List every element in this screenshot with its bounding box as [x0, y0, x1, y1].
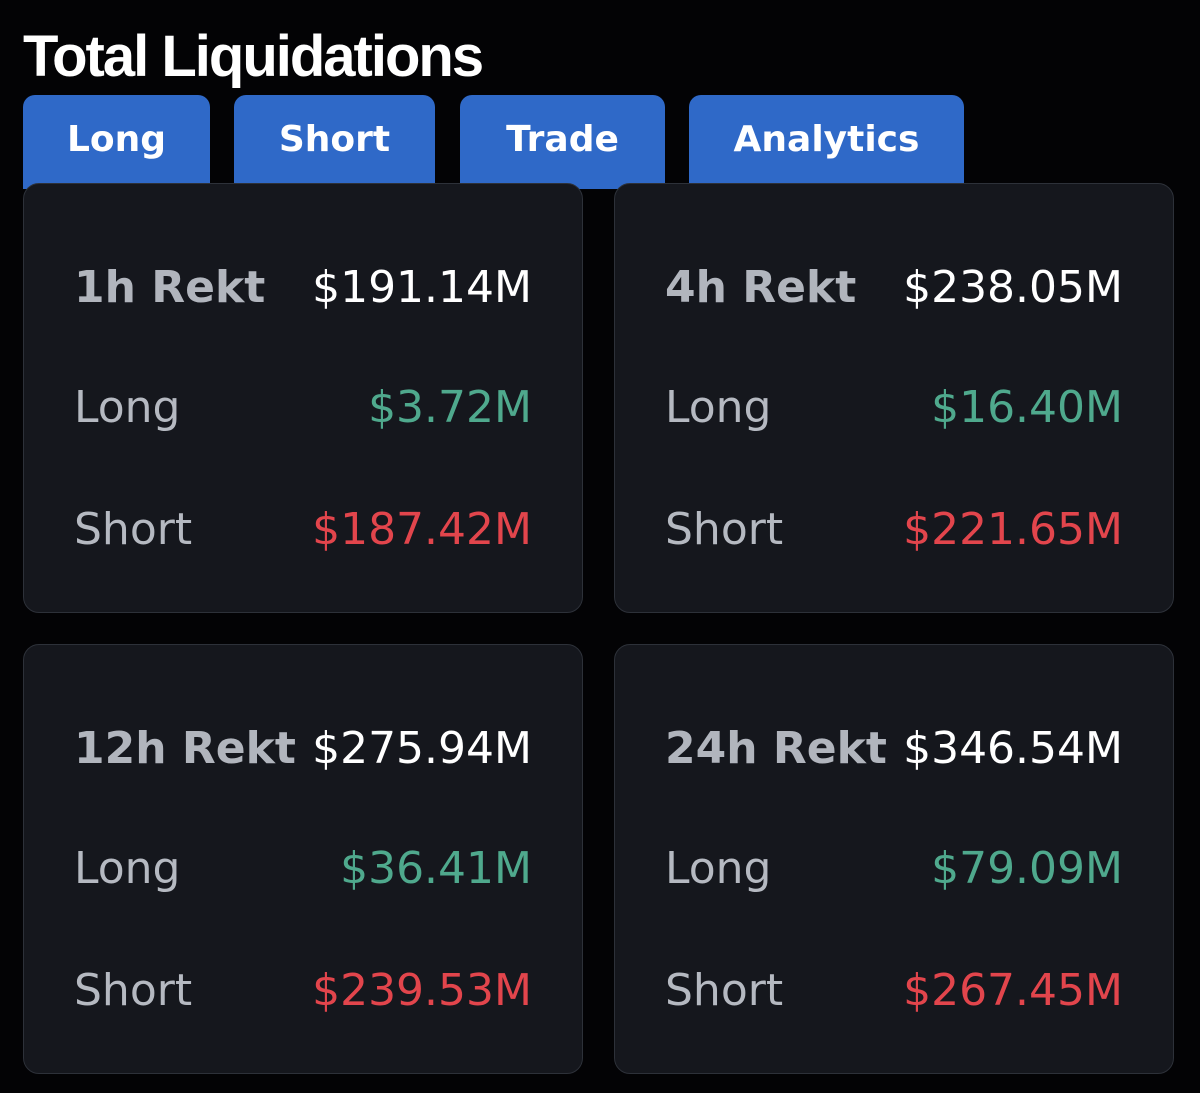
short-value: $187.42M: [312, 503, 532, 555]
page-title: Total Liquidations: [23, 24, 484, 89]
total-value: $238.05M: [903, 261, 1123, 313]
short-row: Short $267.45M: [665, 960, 1123, 1020]
tab-analytics[interactable]: Analytics: [689, 95, 964, 189]
long-label: Long: [665, 381, 772, 433]
rekt-card-1h: 1h Rekt $191.14M Long $3.72M Short $187.…: [23, 183, 583, 613]
tab-trade[interactable]: Trade: [460, 95, 665, 189]
long-value: $16.40M: [931, 381, 1123, 433]
period-label: 12h Rekt: [74, 722, 296, 774]
long-row: Long $16.40M: [665, 377, 1123, 437]
long-value: $3.72M: [368, 381, 532, 433]
total-value: $191.14M: [312, 261, 532, 313]
short-label: Short: [665, 503, 784, 555]
long-label: Long: [74, 842, 181, 894]
short-value: $221.65M: [903, 503, 1123, 555]
long-value: $36.41M: [340, 842, 532, 894]
long-row: Long $79.09M: [665, 838, 1123, 898]
short-label: Short: [74, 503, 193, 555]
tab-long[interactable]: Long: [23, 95, 210, 189]
long-row: Long $3.72M: [74, 377, 532, 437]
rekt-card-4h: 4h Rekt $238.05M Long $16.40M Short $221…: [614, 183, 1174, 613]
short-row: Short $221.65M: [665, 499, 1123, 559]
tab-short[interactable]: Short: [234, 95, 435, 189]
short-value: $267.45M: [903, 964, 1123, 1016]
total-row: 4h Rekt $238.05M: [665, 257, 1123, 317]
short-label: Short: [665, 964, 784, 1016]
short-label: Short: [74, 964, 193, 1016]
total-row: 24h Rekt $346.54M: [665, 718, 1123, 778]
period-label: 24h Rekt: [665, 722, 887, 774]
period-label: 1h Rekt: [74, 261, 266, 313]
long-label: Long: [665, 842, 772, 894]
long-value: $79.09M: [931, 842, 1123, 894]
total-row: 12h Rekt $275.94M: [74, 718, 532, 778]
short-row: Short $239.53M: [74, 960, 532, 1020]
total-value: $275.94M: [312, 722, 532, 774]
total-value: $346.54M: [903, 722, 1123, 774]
total-row: 1h Rekt $191.14M: [74, 257, 532, 317]
long-label: Long: [74, 381, 181, 433]
short-row: Short $187.42M: [74, 499, 532, 559]
rekt-card-12h: 12h Rekt $275.94M Long $36.41M Short $23…: [23, 644, 583, 1074]
long-row: Long $36.41M: [74, 838, 532, 898]
short-value: $239.53M: [312, 964, 532, 1016]
period-label: 4h Rekt: [665, 261, 857, 313]
rekt-card-24h: 24h Rekt $346.54M Long $79.09M Short $26…: [614, 644, 1174, 1074]
